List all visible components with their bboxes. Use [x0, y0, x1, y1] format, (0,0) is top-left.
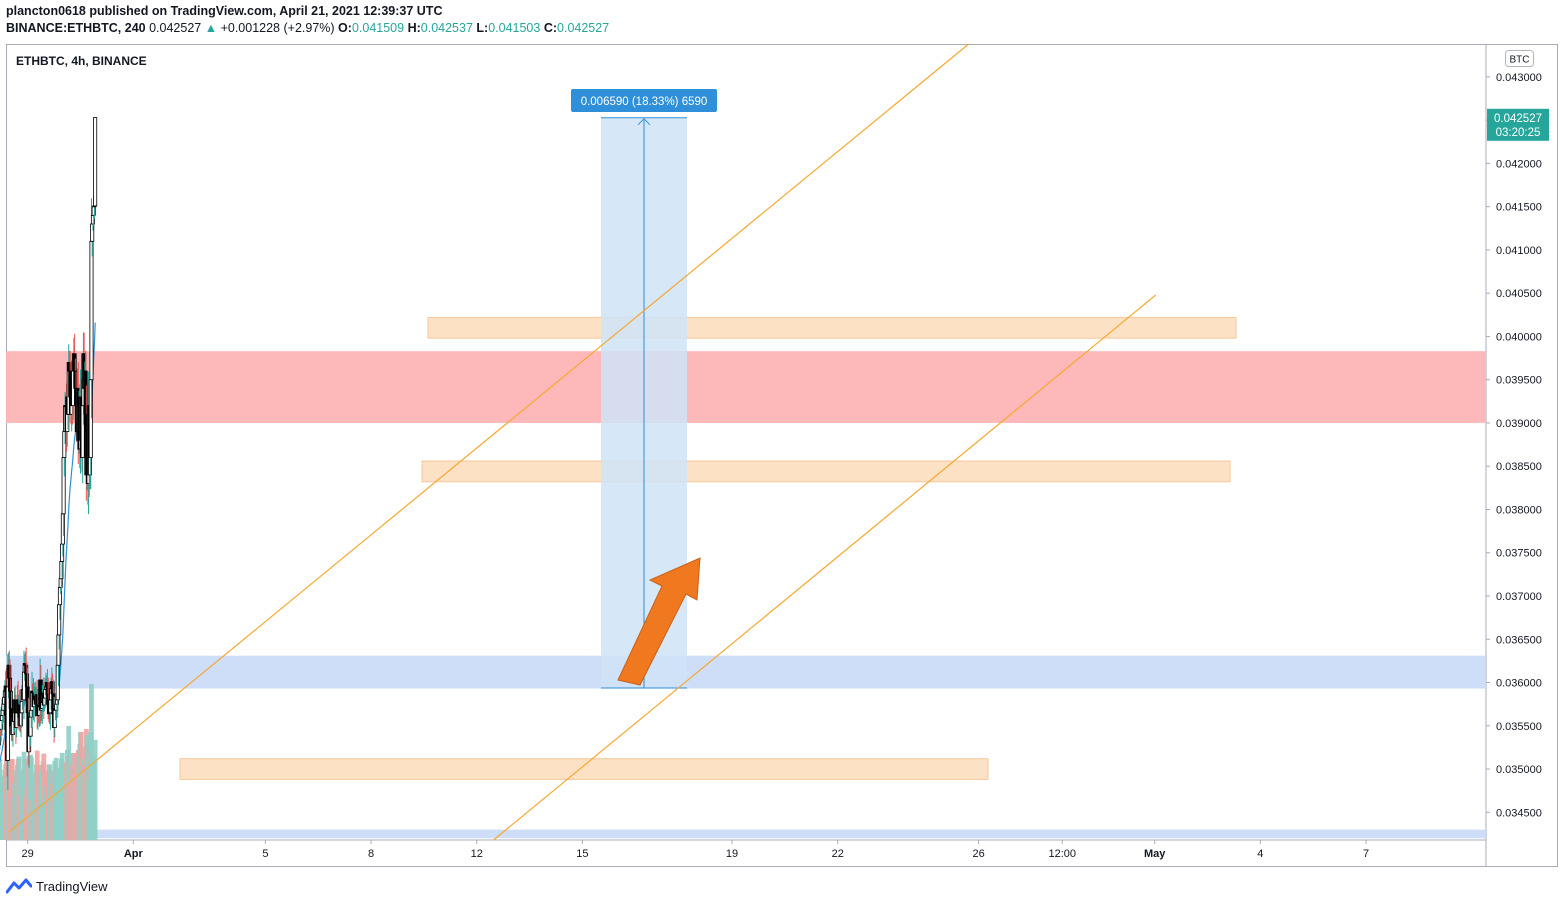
price-change: +0.001228 (+2.97%): [220, 21, 335, 35]
y-tick-label: 0.040500: [1496, 288, 1542, 300]
tradingview-logo-icon[interactable]: [6, 878, 32, 894]
close-value: 0.042527: [557, 21, 610, 35]
y-tick-label: 0.035500: [1496, 721, 1542, 733]
symbol-label: BINANCE:ETHBTC, 240: [6, 21, 146, 35]
y-tick-label: 0.040000: [1496, 331, 1542, 343]
low-value: 0.041503: [488, 21, 541, 35]
y-tick-label: 0.038000: [1496, 504, 1542, 516]
x-tick-label: 22: [832, 848, 844, 860]
x-tick-label: 8: [368, 848, 374, 860]
y-tick-label: 0.039500: [1496, 375, 1542, 387]
publisher-line: plancton0618 published on TradingView.co…: [6, 4, 442, 18]
open-label: O:: [338, 21, 352, 35]
zone-orange: [179, 758, 989, 780]
high-label: H:: [407, 21, 421, 35]
y-tick-label: 0.036500: [1496, 634, 1542, 646]
measure-label: 0.006590 (18.33%) 6590: [571, 89, 717, 112]
y-tick-label: 0.041500: [1496, 202, 1542, 214]
y-tick-label: 0.042000: [1496, 158, 1542, 170]
arrow-layer: [617, 557, 701, 686]
chart-frame: [6, 44, 1558, 867]
time-axis[interactable]: 29 Apr 5 8 12 15 19 22 26 12:00 May 4 7: [22, 840, 1370, 860]
price-axis[interactable]: 0.0430000.0425000.0420000.0415000.041000…: [1486, 72, 1542, 819]
x-tick-label: 12: [471, 848, 483, 860]
currency-badge-label: BTC: [1510, 55, 1530, 66]
countdown-value: 03:20:25: [1496, 127, 1541, 139]
zone-blue: [6, 655, 1486, 689]
trend-arrow-icon: [617, 557, 701, 686]
last-price: 0.042527: [149, 21, 202, 35]
change-arrow-icon: ▲: [204, 21, 218, 35]
x-tick-label: 19: [726, 848, 738, 860]
close-label: C:: [543, 21, 558, 35]
y-tick-label: 0.043000: [1496, 72, 1542, 84]
y-tick-label: 0.037500: [1496, 548, 1542, 560]
x-tick-label: 29: [22, 848, 34, 860]
candles-layer: [0, 116, 98, 791]
volume-bar: [92, 739, 98, 840]
x-tick-label: 5: [262, 848, 268, 860]
chart-title: ETHBTC, 4h, BINANCE: [16, 54, 147, 68]
currency-badge: BTC: [1505, 50, 1534, 67]
zone-resistance: [6, 351, 1486, 423]
footer: TradingView: [6, 876, 108, 896]
x-tick-label: 4: [1257, 848, 1263, 860]
publisher-text: plancton0618 published on TradingView.co…: [6, 4, 443, 18]
x-tick-label: 7: [1363, 848, 1369, 860]
y-tick-label: 0.036000: [1496, 678, 1542, 690]
y-tick-label: 0.038500: [1496, 461, 1542, 473]
symbol-info-line: BINANCE:ETHBTC, 240 0.042527 ▲ +0.001228…: [6, 21, 609, 35]
open-value: 0.041509: [351, 21, 405, 35]
measure-label-text: 0.006590 (18.33%) 6590: [581, 96, 708, 108]
x-tick-label: May: [1144, 848, 1166, 860]
x-tick-label: 26: [972, 848, 984, 860]
y-tick-label: 0.034500: [1496, 807, 1542, 819]
measure-arrowhead: [637, 118, 651, 126]
x-tick-label: 12:00: [1048, 848, 1076, 860]
y-tick-label: 0.041000: [1496, 245, 1542, 257]
trend-line: [9, 43, 970, 832]
last-price-label: 0.042527 03:20:25: [1487, 108, 1549, 141]
y-tick-label: 0.037000: [1496, 591, 1542, 603]
zone-orange: [421, 460, 1231, 483]
low-label: L:: [476, 21, 489, 35]
last-price-value: 0.042527: [1494, 113, 1542, 125]
candle-body: [93, 117, 98, 207]
x-tick-label: Apr: [124, 848, 144, 860]
trend-line: [493, 294, 1157, 841]
zone-orange: [427, 316, 1237, 339]
candle-body: [89, 240, 94, 381]
footer-brand[interactable]: TradingView: [36, 878, 108, 894]
candle-body: [0, 734, 2, 746]
high-value: 0.042537: [420, 21, 473, 35]
zone-blue: [6, 829, 1486, 839]
y-tick-label: 0.039000: [1496, 418, 1542, 430]
x-tick-label: 15: [576, 848, 588, 860]
y-tick-label: 0.035000: [1496, 764, 1542, 776]
trendline-layer: [9, 43, 1157, 841]
